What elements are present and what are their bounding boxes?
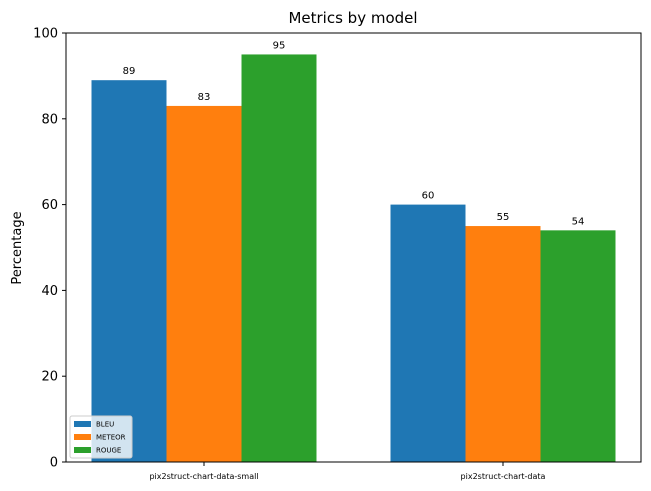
data-label-bleu-1: 60 — [422, 191, 435, 202]
legend-swatch-bleu — [74, 421, 91, 427]
x-tick-label: pix2struct-chart-data-small — [149, 472, 258, 481]
legend-label-bleu: BLEU — [96, 421, 114, 429]
bars — [91, 54, 616, 463]
bar-meteor-1 — [465, 226, 541, 462]
bar-rouge-1 — [540, 230, 616, 462]
data-labels: 89 60 83 55 95 54 — [123, 40, 585, 227]
legend: BLEU METEOR ROUGE — [69, 415, 133, 459]
y-tick-label: 60 — [41, 198, 58, 213]
chart-title: Metrics by model — [288, 9, 417, 27]
x-tick-label: pix2struct-chart-data — [461, 472, 546, 481]
y-tick-label: 80 — [41, 112, 58, 127]
data-label-bleu-0: 89 — [123, 66, 136, 77]
y-tick-label: 0 — [50, 456, 58, 471]
y-tick-label: 100 — [33, 27, 58, 42]
data-label-meteor-0: 83 — [198, 92, 211, 103]
legend-label-rouge: ROUGE — [96, 447, 121, 455]
y-tick-label: 20 — [41, 370, 58, 385]
bar-bleu-1 — [390, 204, 466, 462]
legend-swatch-meteor — [74, 434, 91, 440]
x-axis: pix2struct-chart-data-small pix2struct-ch… — [149, 462, 546, 481]
y-axis: 0 20 40 60 80 100 — [33, 27, 66, 471]
y-tick-label: 40 — [41, 284, 58, 299]
bar-meteor-0 — [166, 105, 242, 463]
data-label-meteor-1: 55 — [497, 212, 510, 223]
legend-label-meteor: METEOR — [96, 434, 126, 442]
data-label-rouge-0: 95 — [273, 40, 286, 51]
bar-bleu-0 — [91, 80, 167, 462]
y-axis-label: Percentage — [10, 211, 25, 284]
bar-rouge-0 — [241, 54, 317, 462]
data-label-rouge-1: 54 — [572, 216, 585, 227]
plot-frame — [65, 32, 642, 463]
legend-swatch-rouge — [74, 447, 91, 453]
